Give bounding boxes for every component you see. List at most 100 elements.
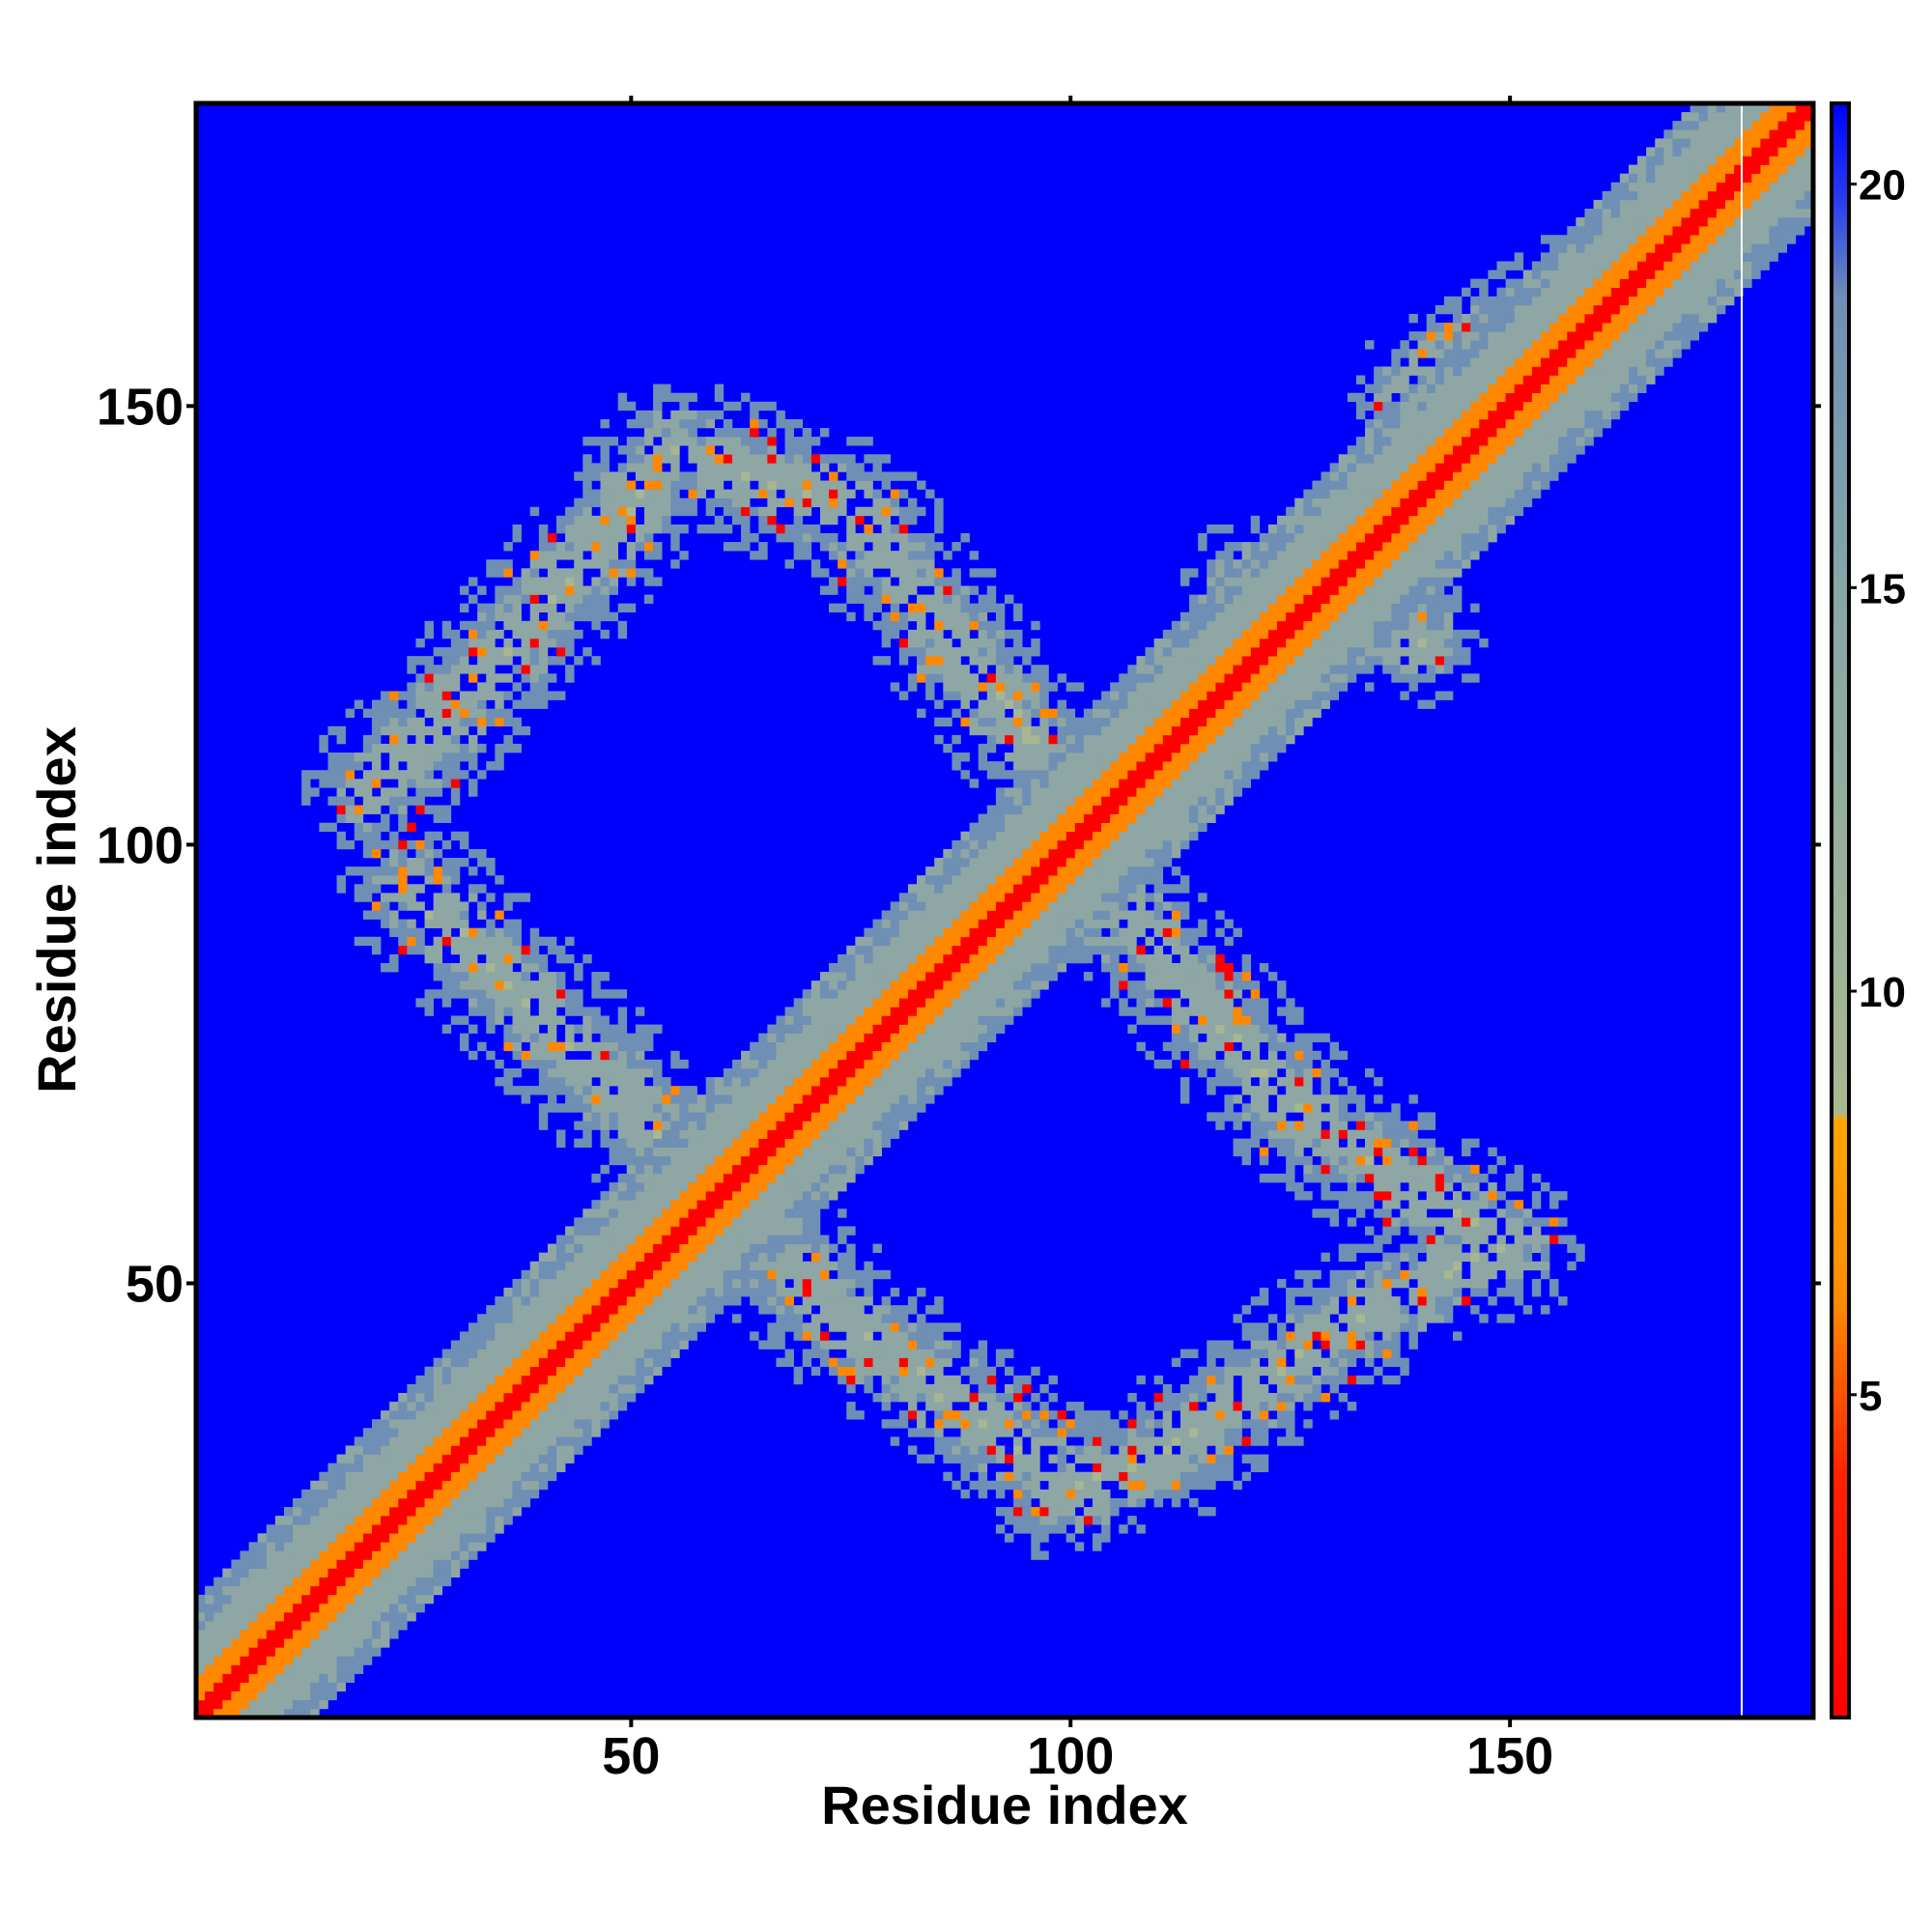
heatmap-cell (1005, 980, 1014, 990)
heatmap-cell (864, 506, 873, 517)
heatmap-cell (477, 770, 487, 780)
heatmap-cell (838, 1041, 847, 1052)
heatmap-cell (696, 1314, 706, 1323)
heatmap-cell (415, 1516, 425, 1525)
heatmap-cell (925, 1024, 935, 1034)
heatmap-cell (565, 1077, 575, 1087)
heatmap-cell (943, 972, 952, 981)
heatmap-cell (591, 542, 601, 552)
heatmap-cell (898, 691, 909, 700)
heatmap-cell (459, 585, 469, 595)
heatmap-cell (574, 1445, 583, 1455)
heatmap-cell (362, 1454, 373, 1463)
heatmap-cell (1005, 1533, 1014, 1543)
heatmap-cell (319, 1559, 328, 1569)
heatmap-cell (670, 1059, 680, 1069)
heatmap-cell (952, 1480, 961, 1491)
heatmap-cell (293, 1603, 302, 1613)
heatmap-cell (389, 1445, 399, 1455)
heatmap-cell (547, 1252, 557, 1263)
heatmap-cell (617, 989, 628, 999)
heatmap-cell (407, 708, 416, 719)
heatmap-cell (196, 1656, 206, 1665)
heatmap-cell (846, 437, 856, 446)
heatmap-cell (1083, 717, 1094, 727)
heatmap-cell (301, 1690, 311, 1701)
heatmap-cell (319, 770, 328, 780)
heatmap-cell (1013, 603, 1023, 613)
heatmap-cell (978, 1436, 988, 1446)
heatmap-cell (1022, 875, 1032, 885)
heatmap-cell (433, 1489, 443, 1499)
heatmap-cell (723, 489, 733, 498)
heatmap-cell (723, 1217, 733, 1227)
heatmap-cell (1005, 972, 1014, 981)
heatmap-cell (653, 1340, 663, 1350)
heatmap-cell (776, 1129, 785, 1139)
heatmap-cell (617, 1366, 628, 1377)
heatmap-cell (1092, 1489, 1102, 1499)
heatmap-cell (389, 1471, 399, 1482)
heatmap-cell (450, 717, 461, 727)
heatmap-cell (600, 568, 610, 578)
heatmap-cell (503, 1007, 513, 1016)
heatmap-cell (222, 1682, 232, 1692)
heatmap-cell (714, 497, 724, 508)
heatmap-cell (635, 463, 645, 472)
heatmap-cell (705, 1191, 716, 1201)
heatmap-cell (1005, 910, 1014, 920)
heatmap-cell (829, 532, 838, 543)
heatmap-cell (547, 551, 557, 560)
heatmap-cell (582, 1278, 592, 1289)
heatmap-cell (301, 796, 311, 806)
heatmap-cell (635, 1050, 645, 1061)
heatmap-cell (547, 1041, 557, 1052)
heatmap-cell (469, 620, 478, 631)
heatmap-cell (433, 1577, 443, 1587)
heatmap-cell (433, 1533, 443, 1543)
heatmap-cell (943, 1454, 952, 1463)
heatmap-cell (556, 551, 566, 560)
heatmap-cell (898, 1103, 909, 1113)
heatmap-cell (529, 682, 540, 692)
heatmap-cell (407, 893, 416, 902)
heatmap-cell (995, 611, 1006, 622)
heatmap-cell (943, 953, 952, 964)
heatmap-cell (600, 1024, 610, 1034)
heatmap-cell (855, 463, 865, 472)
heatmap-cell (547, 594, 557, 604)
heatmap-cell (310, 1673, 320, 1683)
heatmap-cell (723, 1252, 733, 1263)
heatmap-cell (433, 1419, 443, 1429)
heatmap-cell (802, 506, 812, 517)
heatmap-cell (723, 1067, 733, 1078)
heatmap-cell (477, 1428, 487, 1437)
heatmap-cell (643, 471, 654, 481)
heatmap-cell (477, 962, 487, 973)
heatmap-cell (293, 1630, 302, 1639)
heatmap-cell (952, 1059, 961, 1069)
heatmap-cell (810, 1112, 821, 1122)
heatmap-cell (670, 1322, 680, 1332)
heatmap-cell (925, 691, 935, 700)
heatmap-cell (600, 1269, 610, 1280)
heatmap-cell (407, 945, 416, 955)
heatmap-cell (855, 936, 865, 947)
heatmap-cell (810, 1033, 821, 1043)
heatmap-cell (784, 418, 794, 429)
heatmap-cell (943, 1357, 952, 1368)
heatmap-cell (565, 1094, 575, 1104)
heatmap-cell (969, 884, 980, 894)
heatmap-cell (565, 1366, 575, 1377)
heatmap-cell (881, 1392, 892, 1403)
heatmap-cell (943, 893, 952, 902)
heatmap-cell (362, 1621, 373, 1631)
heatmap-cell (582, 1322, 592, 1332)
heatmap-cell (354, 1594, 364, 1605)
heatmap-cell (301, 1533, 311, 1543)
heatmap-cell (591, 1243, 601, 1253)
heatmap-cell (898, 1314, 909, 1323)
heatmap-cell (196, 1603, 206, 1613)
heatmap-cell (653, 471, 663, 481)
heatmap-cell (301, 1559, 311, 1569)
